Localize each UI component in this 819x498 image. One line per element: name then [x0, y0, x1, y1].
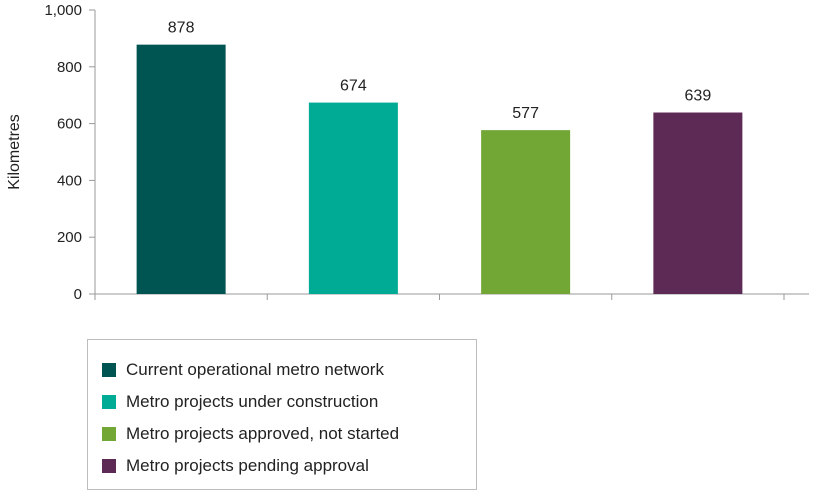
legend-item: Metro projects under construction: [102, 386, 476, 418]
legend-swatch: [102, 427, 116, 441]
y-axis-title: Kilometres: [6, 114, 23, 190]
legend-item: Metro projects approved, not started: [102, 418, 476, 450]
legend-swatch: [102, 363, 116, 377]
legend-label: Metro projects approved, not started: [126, 424, 400, 443]
legend-swatch: [102, 459, 116, 473]
legend-item: Current operational metro network: [102, 354, 476, 386]
y-axis-ticks: 0 200 400 600 800 1,000: [44, 2, 95, 303]
y-tick-label: 200: [57, 229, 82, 246]
bar-2: [308, 102, 398, 294]
x-axis-ticks: [94, 294, 785, 300]
bar-3: [481, 130, 571, 294]
data-label-3: 577: [512, 105, 539, 122]
data-labels: 878 674 577 639: [168, 20, 712, 122]
legend-label: Current operational metro network: [126, 360, 384, 379]
bar-1: [136, 44, 226, 295]
legend-label: Metro projects pending approval: [126, 456, 369, 475]
y-tick-label: 400: [57, 172, 82, 189]
bar-4: [653, 112, 743, 294]
y-tick-label: 600: [57, 116, 82, 133]
legend: Current operational metro network Metro p…: [87, 339, 477, 490]
y-tick-label: 0: [74, 286, 82, 303]
data-label-2: 674: [340, 78, 367, 95]
legend-label: Metro projects under construction: [126, 392, 379, 411]
y-tick-label: 1,000: [44, 2, 82, 19]
legend-swatch: [102, 395, 116, 409]
bars: [136, 44, 743, 295]
bar-chart: 0 200 400 600 800 1,000 878 674 577 639 Kilometr…: [6, 2, 809, 303]
data-label-1: 878: [168, 20, 195, 37]
y-tick-label: 800: [57, 59, 82, 76]
legend-item: Metro projects pending approval: [102, 450, 476, 482]
data-label-4: 639: [685, 88, 712, 105]
